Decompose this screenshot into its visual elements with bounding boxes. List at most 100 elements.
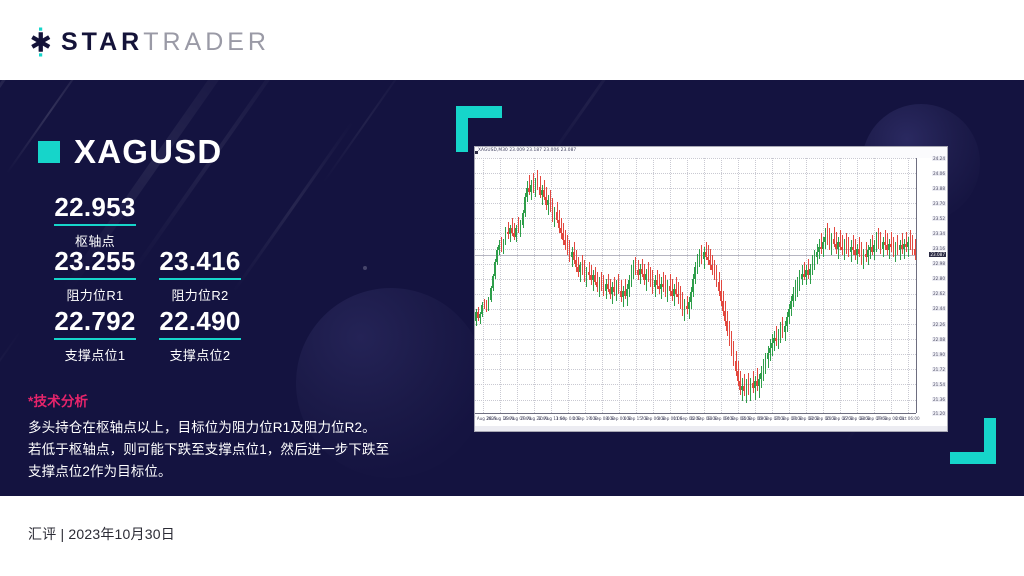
candle-body <box>498 245 500 251</box>
chart-candle <box>775 158 778 413</box>
chart-horizontal-scrollbar[interactable] <box>475 426 947 431</box>
chart-gridline-vertical <box>822 158 824 413</box>
candle-body <box>877 240 879 244</box>
chart-candle <box>668 158 671 413</box>
candle-body <box>911 245 913 249</box>
chart-candle <box>856 158 858 413</box>
candle-body <box>909 241 911 246</box>
level-s1-label: 支撑点位1 <box>64 348 126 363</box>
chart-plot-area[interactable] <box>475 158 916 413</box>
chart-candle <box>551 158 554 413</box>
chart-candle <box>613 158 616 413</box>
chart-time-tick: 29 Aug 07:00 <box>503 416 532 421</box>
candle-body <box>494 262 496 277</box>
candle-body <box>713 270 715 276</box>
candle-body <box>794 288 796 294</box>
chart-candle <box>820 158 822 413</box>
chart-candle <box>905 158 907 413</box>
chart-candle <box>645 158 648 413</box>
chart-candle <box>545 158 547 413</box>
candle-body <box>783 325 786 333</box>
candle-body <box>622 290 624 298</box>
chart-candle <box>489 158 492 413</box>
chart-candle <box>771 158 773 413</box>
chart-candle <box>809 158 812 413</box>
chart-time-tick: 26 Sep 06:00 <box>826 416 854 421</box>
chart-candle <box>796 158 799 413</box>
candle-body <box>666 285 668 293</box>
chart-candle <box>587 158 590 413</box>
chart-candle <box>664 158 667 413</box>
chart-candle <box>862 158 865 413</box>
candle-body <box>506 231 509 235</box>
chart-price-tick: 23.34 <box>932 230 946 236</box>
chart-titlebar: XAGUSD,M30 23.009 23.187 23.006 23.087 <box>475 147 947 158</box>
chart-candle <box>562 158 564 413</box>
chart-candle <box>858 158 861 413</box>
candle-body <box>835 243 837 249</box>
candle-wick <box>669 273 671 296</box>
chart-candle <box>790 158 792 413</box>
candle-wick <box>554 206 556 227</box>
chart-candle <box>553 158 556 413</box>
chart-candle <box>662 158 665 413</box>
candle-wick <box>652 270 654 294</box>
candle-body <box>534 183 536 190</box>
chart-gridline-vertical <box>856 158 858 413</box>
candle-wick <box>518 216 520 234</box>
candle-body <box>664 287 666 293</box>
candle-body <box>734 360 737 372</box>
chart-candle <box>502 158 505 413</box>
candle-body <box>581 265 583 271</box>
level-r1-value: 23.255 <box>54 246 136 280</box>
level-r2-label: 阻力位R2 <box>171 288 229 303</box>
chart-candle <box>500 158 503 413</box>
chart-gridline-vertical <box>551 158 553 413</box>
candle-wick <box>501 236 503 252</box>
candle-body <box>871 246 873 252</box>
chart-candle <box>575 158 577 413</box>
candle-wick <box>744 374 746 397</box>
chart-time-tick: 12 Sep 08:00 <box>690 416 718 421</box>
candle-body <box>609 288 611 294</box>
candle-body <box>809 268 811 276</box>
chart-gridline-vertical <box>585 158 587 413</box>
candle-wick <box>901 233 903 254</box>
candle-wick <box>897 235 899 256</box>
candle-wick <box>514 223 515 241</box>
candle-wick <box>746 379 748 403</box>
chart-candle <box>722 158 724 413</box>
level-s1-value: 22.792 <box>54 306 136 340</box>
candle-body <box>568 250 570 257</box>
chart-candle <box>734 158 737 413</box>
chart-time-tick: 27 Aug 2023 <box>475 416 497 421</box>
light-streak <box>321 80 410 185</box>
candle-body <box>502 241 504 249</box>
chart-candle <box>839 158 841 413</box>
chart-window[interactable]: XAGUSD,M30 23.009 23.187 23.006 23.087 2… <box>474 146 948 432</box>
chart-candle <box>700 158 703 413</box>
candle-body <box>830 238 832 246</box>
level-s1: 22.792 支撑点位1 <box>35 306 155 364</box>
candle-wick <box>648 262 650 283</box>
candle-body <box>726 320 728 331</box>
candle-wick <box>886 233 888 256</box>
asterisk-star-icon <box>26 27 56 57</box>
chart-candle <box>656 158 658 413</box>
chart-candle <box>492 158 494 413</box>
main-stage: XAGUSD 22.953 枢轴点 23.255 阻力位R1 23.416 阻力… <box>0 80 1024 496</box>
brand-name: STARTRADER <box>61 27 270 57</box>
chart-candle <box>602 158 605 413</box>
candle-wick <box>829 228 831 251</box>
chart-candle <box>619 158 622 413</box>
candle-wick <box>776 325 778 346</box>
chart-gridline-vertical <box>890 158 892 413</box>
candle-body <box>720 290 722 301</box>
chart-candle <box>788 158 790 413</box>
candle-body <box>852 246 854 251</box>
chart-candle <box>487 158 490 413</box>
candle-wick <box>650 267 652 288</box>
candle-body <box>690 292 692 303</box>
candle-body <box>487 299 489 309</box>
chart-price-axis[interactable]: 24.24 24.06 23.88 23.70 23.52 23.34 23.16 22.98… <box>916 155 947 416</box>
